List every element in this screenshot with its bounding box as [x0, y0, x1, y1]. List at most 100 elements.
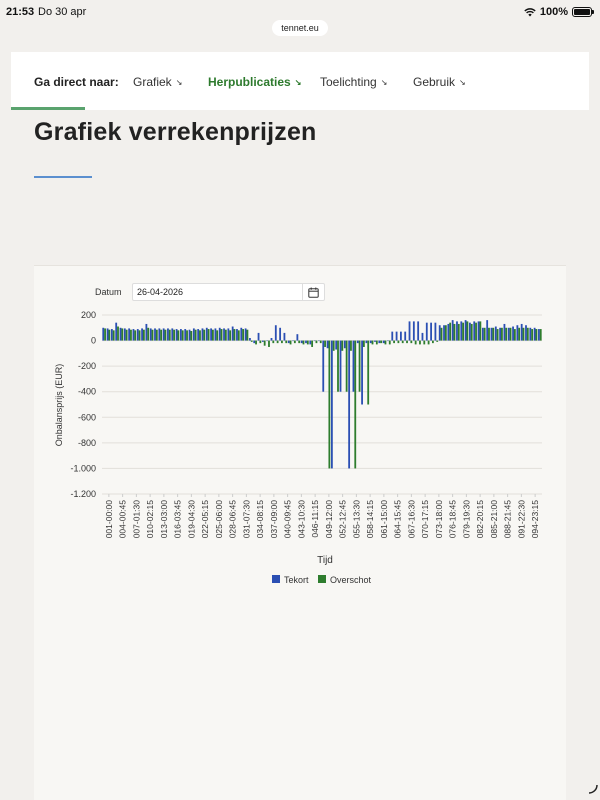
- bar-overschot: [466, 321, 469, 341]
- bar-overschot: [531, 329, 534, 341]
- y-tick-label: -200: [78, 361, 96, 371]
- bar-tekort: [408, 321, 411, 341]
- bar-overschot: [168, 329, 171, 341]
- bar-tekort: [369, 340, 372, 344]
- x-tick-label: 088-21:45: [503, 500, 513, 539]
- bar-overschot: [268, 340, 270, 347]
- bar-tekort: [348, 340, 351, 469]
- bar-tekort: [266, 340, 269, 342]
- y-tick-label: -1.200: [70, 489, 96, 499]
- bar-overschot: [151, 329, 154, 341]
- x-tick-label: 019-04:30: [186, 500, 196, 539]
- bar-tekort: [102, 327, 105, 341]
- bar-overschot: [108, 329, 111, 341]
- date-input[interactable]: 26-04-2026: [132, 283, 325, 301]
- bar-overschot: [362, 340, 365, 347]
- wifi-icon: [524, 8, 536, 17]
- bar-overschot: [125, 329, 128, 341]
- bar-overschot: [393, 340, 395, 344]
- x-tick-label: 049-12:00: [324, 500, 334, 539]
- bar-tekort: [399, 331, 402, 341]
- bar-overschot: [401, 340, 404, 344]
- bar-tekort: [261, 340, 264, 342]
- x-tick-label: 028-06:45: [228, 500, 238, 539]
- bar-overschot: [104, 328, 106, 341]
- bar-overschot: [337, 340, 339, 392]
- bar-tekort: [322, 340, 325, 392]
- title-divider: [34, 176, 92, 178]
- bar-tekort: [387, 340, 389, 342]
- bar-tekort: [339, 340, 342, 392]
- bar-tekort: [404, 331, 407, 341]
- bar-overschot: [518, 327, 521, 341]
- bar-tekort: [283, 332, 286, 341]
- nav-link-grafiek[interactable]: Grafiek ↘: [133, 75, 183, 89]
- bar-overschot: [255, 340, 257, 345]
- bar-overschot: [250, 340, 253, 342]
- bar-tekort: [132, 329, 135, 341]
- bar-tekort: [236, 329, 238, 341]
- url-bar[interactable]: tennet.eu: [272, 20, 328, 36]
- bar-overschot: [242, 329, 245, 341]
- x-tick-label: 022-05:15: [200, 500, 210, 539]
- bar-tekort: [365, 340, 368, 344]
- arrow-down-right-icon: ↘: [380, 78, 388, 87]
- nav-link-toelichting[interactable]: Toelichting ↘: [320, 75, 388, 89]
- calendar-button[interactable]: [302, 284, 324, 300]
- bar-tekort: [447, 323, 450, 341]
- x-tick-label: 070-17:15: [420, 500, 430, 539]
- bar-overschot: [432, 340, 434, 344]
- bar-overschot: [444, 325, 447, 341]
- bar-overschot: [212, 329, 214, 341]
- bar-overschot: [449, 322, 452, 341]
- y-tick-label: 200: [81, 310, 96, 320]
- bar-overschot: [470, 323, 473, 341]
- bar-tekort: [443, 325, 445, 341]
- bar-overschot: [186, 330, 188, 341]
- x-tick-label: 091-22:30: [516, 500, 526, 539]
- nav-link-gebruik[interactable]: Gebruik ↘: [413, 75, 466, 89]
- chart-panel: Datum 26-04-2026: [34, 265, 566, 800]
- bar-overschot: [289, 340, 292, 345]
- bar-tekort: [296, 334, 299, 341]
- x-tick-label: 010-02:15: [145, 500, 155, 539]
- bar-tekort: [490, 327, 493, 341]
- bar-tekort: [149, 328, 152, 341]
- bar-overschot: [319, 340, 322, 344]
- bar-tekort: [119, 327, 122, 341]
- bar-tekort: [477, 321, 480, 341]
- bar-tekort: [335, 340, 338, 350]
- bar-overschot: [246, 329, 249, 341]
- x-tick-label: 025-06:00: [214, 500, 224, 539]
- bar-overschot: [164, 329, 167, 341]
- bar-tekort: [438, 325, 441, 341]
- status-bar: 21:53 Do 30 apr 100%: [0, 0, 600, 24]
- x-axis-title: Tijd: [317, 555, 333, 566]
- bar-overschot: [121, 328, 124, 341]
- x-tick-label: 082-20:15: [475, 500, 485, 539]
- legend-label-overschot: Overschot: [330, 575, 372, 585]
- bar-tekort: [106, 328, 109, 341]
- bar-tekort: [270, 338, 273, 341]
- nav-link-herpublicaties[interactable]: Herpublicaties ↘: [208, 75, 302, 89]
- bar-tekort: [158, 328, 161, 341]
- bar-overschot: [285, 340, 288, 344]
- x-tick-label: 064-15:45: [393, 500, 403, 539]
- x-tick-label: 094-23:15: [530, 500, 540, 539]
- bar-tekort: [434, 322, 437, 341]
- bar-overschot: [147, 327, 150, 341]
- bar-overschot: [237, 330, 240, 341]
- bar-overschot: [436, 340, 439, 342]
- bar-tekort: [525, 325, 527, 341]
- bar-overschot: [358, 340, 361, 392]
- bar-overschot: [488, 327, 490, 341]
- bar-tekort: [110, 329, 113, 341]
- bar-tekort: [244, 328, 247, 341]
- x-tick-label: 001-00:00: [104, 500, 114, 539]
- bar-overschot: [414, 340, 417, 345]
- bar-tekort: [451, 320, 454, 341]
- bar-tekort: [227, 328, 230, 341]
- bar-tekort: [382, 340, 385, 344]
- x-tick-label: 085-21:00: [489, 500, 499, 539]
